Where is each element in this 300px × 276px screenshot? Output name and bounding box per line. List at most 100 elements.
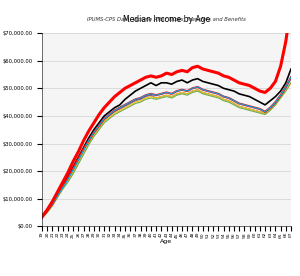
2009	[248, 107, 251, 111]
Line: 2014: 2014	[42, 6, 291, 217]
2009	[40, 216, 44, 219]
2010	[190, 89, 194, 93]
2013	[154, 94, 158, 97]
2008	[237, 92, 241, 95]
2012	[268, 106, 272, 109]
2008	[206, 81, 210, 84]
2012	[128, 100, 132, 104]
2009	[128, 102, 132, 105]
2014	[92, 121, 96, 124]
2011	[92, 135, 96, 138]
2014	[185, 70, 189, 73]
2013	[160, 92, 163, 95]
2009	[237, 105, 241, 108]
2014	[180, 69, 184, 72]
2008	[154, 84, 158, 87]
2012	[206, 89, 210, 93]
2008	[175, 80, 179, 83]
2014	[128, 84, 132, 87]
2013	[71, 168, 75, 171]
2012	[61, 185, 64, 188]
2014	[227, 76, 231, 79]
2009	[212, 94, 215, 97]
2014	[82, 139, 85, 142]
2009	[97, 125, 101, 129]
2011	[165, 95, 168, 98]
2008	[139, 87, 142, 90]
2009	[66, 178, 70, 181]
2011	[87, 143, 91, 147]
2008	[103, 114, 106, 118]
2012	[134, 98, 137, 101]
2008	[284, 81, 288, 84]
2014	[170, 73, 173, 76]
2009	[268, 107, 272, 111]
2008	[227, 88, 231, 91]
2010	[160, 95, 163, 98]
2012	[222, 95, 225, 98]
2014	[190, 66, 194, 69]
2009	[242, 106, 246, 109]
2014	[113, 95, 116, 98]
2008	[45, 209, 49, 212]
2009	[180, 91, 184, 94]
2008	[258, 100, 262, 104]
2011	[56, 196, 59, 199]
2011	[123, 107, 127, 111]
2008	[144, 84, 148, 87]
2009	[144, 95, 148, 98]
Line: 2012: 2012	[42, 77, 291, 217]
2008	[160, 81, 163, 84]
2013	[45, 209, 49, 213]
2010	[66, 179, 70, 182]
2008	[170, 83, 173, 86]
2008	[97, 121, 101, 124]
2013	[175, 89, 179, 93]
2008	[87, 136, 91, 140]
2009	[160, 95, 163, 98]
2010	[51, 204, 54, 207]
2012	[144, 94, 148, 97]
2013	[123, 103, 127, 107]
2013	[82, 149, 85, 152]
2010	[217, 95, 220, 98]
2008	[253, 98, 256, 101]
2013	[190, 87, 194, 90]
2008	[66, 175, 70, 178]
2008	[118, 103, 122, 107]
2011	[232, 103, 236, 107]
2014	[206, 69, 210, 72]
2010	[82, 152, 85, 155]
2014	[76, 150, 80, 153]
2009	[185, 92, 189, 95]
2009	[87, 140, 91, 144]
2010	[92, 134, 96, 137]
2011	[180, 92, 184, 95]
2011	[51, 204, 54, 207]
2012	[196, 85, 200, 89]
2011	[284, 89, 288, 93]
2008	[92, 128, 96, 131]
2010	[258, 110, 262, 113]
2012	[154, 94, 158, 97]
2009	[201, 91, 205, 94]
2010	[128, 103, 132, 107]
2009	[196, 88, 200, 91]
2013	[56, 194, 59, 198]
2010	[56, 196, 59, 199]
2011	[242, 107, 246, 111]
2014	[51, 200, 54, 203]
2011	[128, 105, 132, 108]
2013	[242, 103, 246, 107]
2008	[263, 103, 267, 107]
2012	[274, 100, 277, 104]
2010	[134, 100, 137, 104]
2012	[248, 105, 251, 108]
2011	[268, 109, 272, 112]
2014	[149, 74, 153, 78]
2010	[253, 109, 256, 112]
2008	[108, 110, 111, 113]
2011	[45, 211, 49, 214]
2013	[217, 92, 220, 95]
2010	[279, 96, 282, 100]
